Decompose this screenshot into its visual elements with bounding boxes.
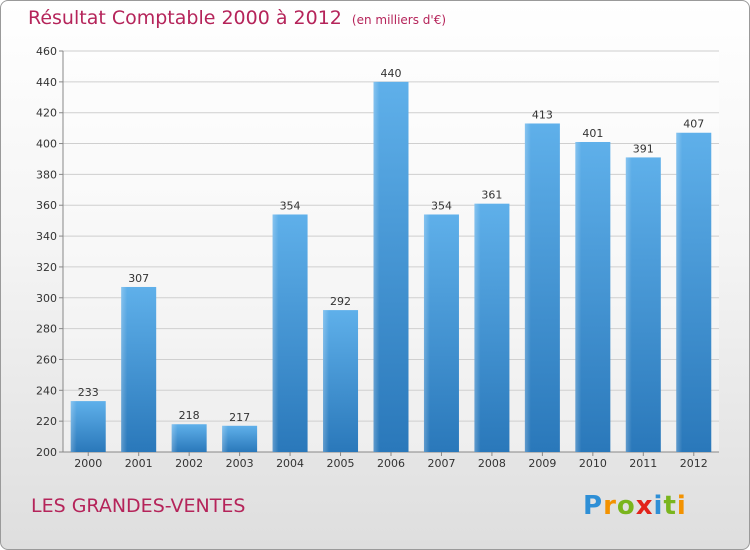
x-tick-label: 2002 [175, 457, 203, 470]
x-tick-label: 2005 [327, 457, 355, 470]
data-label: 401 [582, 127, 603, 140]
bar-highlight [575, 141, 582, 452]
x-tick-label: 2010 [579, 457, 607, 470]
y-tick-label: 300 [36, 292, 57, 305]
bar-highlight [171, 424, 178, 452]
x-tick-label: 2012 [680, 457, 708, 470]
data-label: 440 [381, 67, 402, 80]
bar-highlight [625, 157, 632, 452]
data-label: 413 [532, 108, 553, 121]
bar-highlight [121, 286, 128, 452]
y-tick-label: 320 [36, 261, 57, 274]
bar-highlight [524, 123, 531, 452]
y-tick-label: 360 [36, 199, 57, 212]
location-name: LES GRANDES-VENTES [31, 495, 246, 517]
x-tick-label: 2011 [629, 457, 657, 470]
y-tick-label: 240 [36, 384, 57, 397]
data-label: 307 [128, 272, 149, 285]
data-label: 391 [633, 142, 654, 155]
x-tick-label: 2000 [74, 457, 102, 470]
x-tick-label: 2004 [276, 457, 304, 470]
y-tick-label: 340 [36, 230, 57, 243]
x-tick-label: 2009 [528, 457, 556, 470]
bar-highlight [70, 401, 77, 452]
bar-highlight [323, 310, 330, 452]
chart-title: Résultat Comptable 2000 à 2012 (en millie… [28, 7, 446, 29]
data-label: 354 [431, 199, 452, 212]
data-label: 354 [280, 199, 301, 212]
x-tick-label: 2003 [226, 457, 254, 470]
y-tick-label: 380 [36, 168, 57, 181]
bar-highlight [474, 203, 481, 452]
data-label: 218 [179, 409, 200, 422]
y-tick-label: 400 [36, 138, 57, 151]
x-tick-label: 2006 [377, 457, 405, 470]
bar-highlight [222, 425, 229, 452]
chart-title-text: Résultat Comptable 2000 à 2012 [28, 7, 342, 29]
x-tick-label: 2001 [125, 457, 153, 470]
y-tick-label: 280 [36, 323, 57, 336]
y-tick-label: 420 [36, 107, 57, 120]
chart-subtitle: (en milliers d'€) [351, 13, 447, 27]
x-tick-label: 2007 [427, 457, 455, 470]
y-tick-label: 260 [36, 353, 57, 366]
bar-highlight [423, 214, 430, 452]
bar-highlight [373, 81, 380, 452]
data-label: 292 [330, 295, 351, 308]
data-label: 217 [229, 411, 250, 424]
data-label: 233 [78, 386, 99, 399]
x-tick-label: 2008 [478, 457, 506, 470]
data-label: 407 [683, 118, 704, 131]
data-label: 361 [481, 189, 502, 202]
y-tick-label: 220 [36, 415, 57, 428]
y-tick-label: 200 [36, 446, 57, 459]
bar-highlight [676, 132, 683, 452]
y-tick-label: 440 [36, 76, 57, 89]
proxiti-logo: Proxiti [583, 491, 687, 521]
y-tick-label: 460 [36, 45, 57, 58]
bar-highlight [272, 214, 279, 452]
